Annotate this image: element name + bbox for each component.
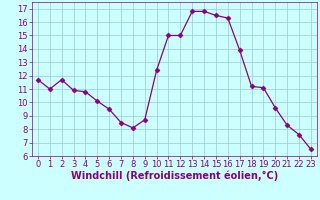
- X-axis label: Windchill (Refroidissement éolien,°C): Windchill (Refroidissement éolien,°C): [71, 171, 278, 181]
